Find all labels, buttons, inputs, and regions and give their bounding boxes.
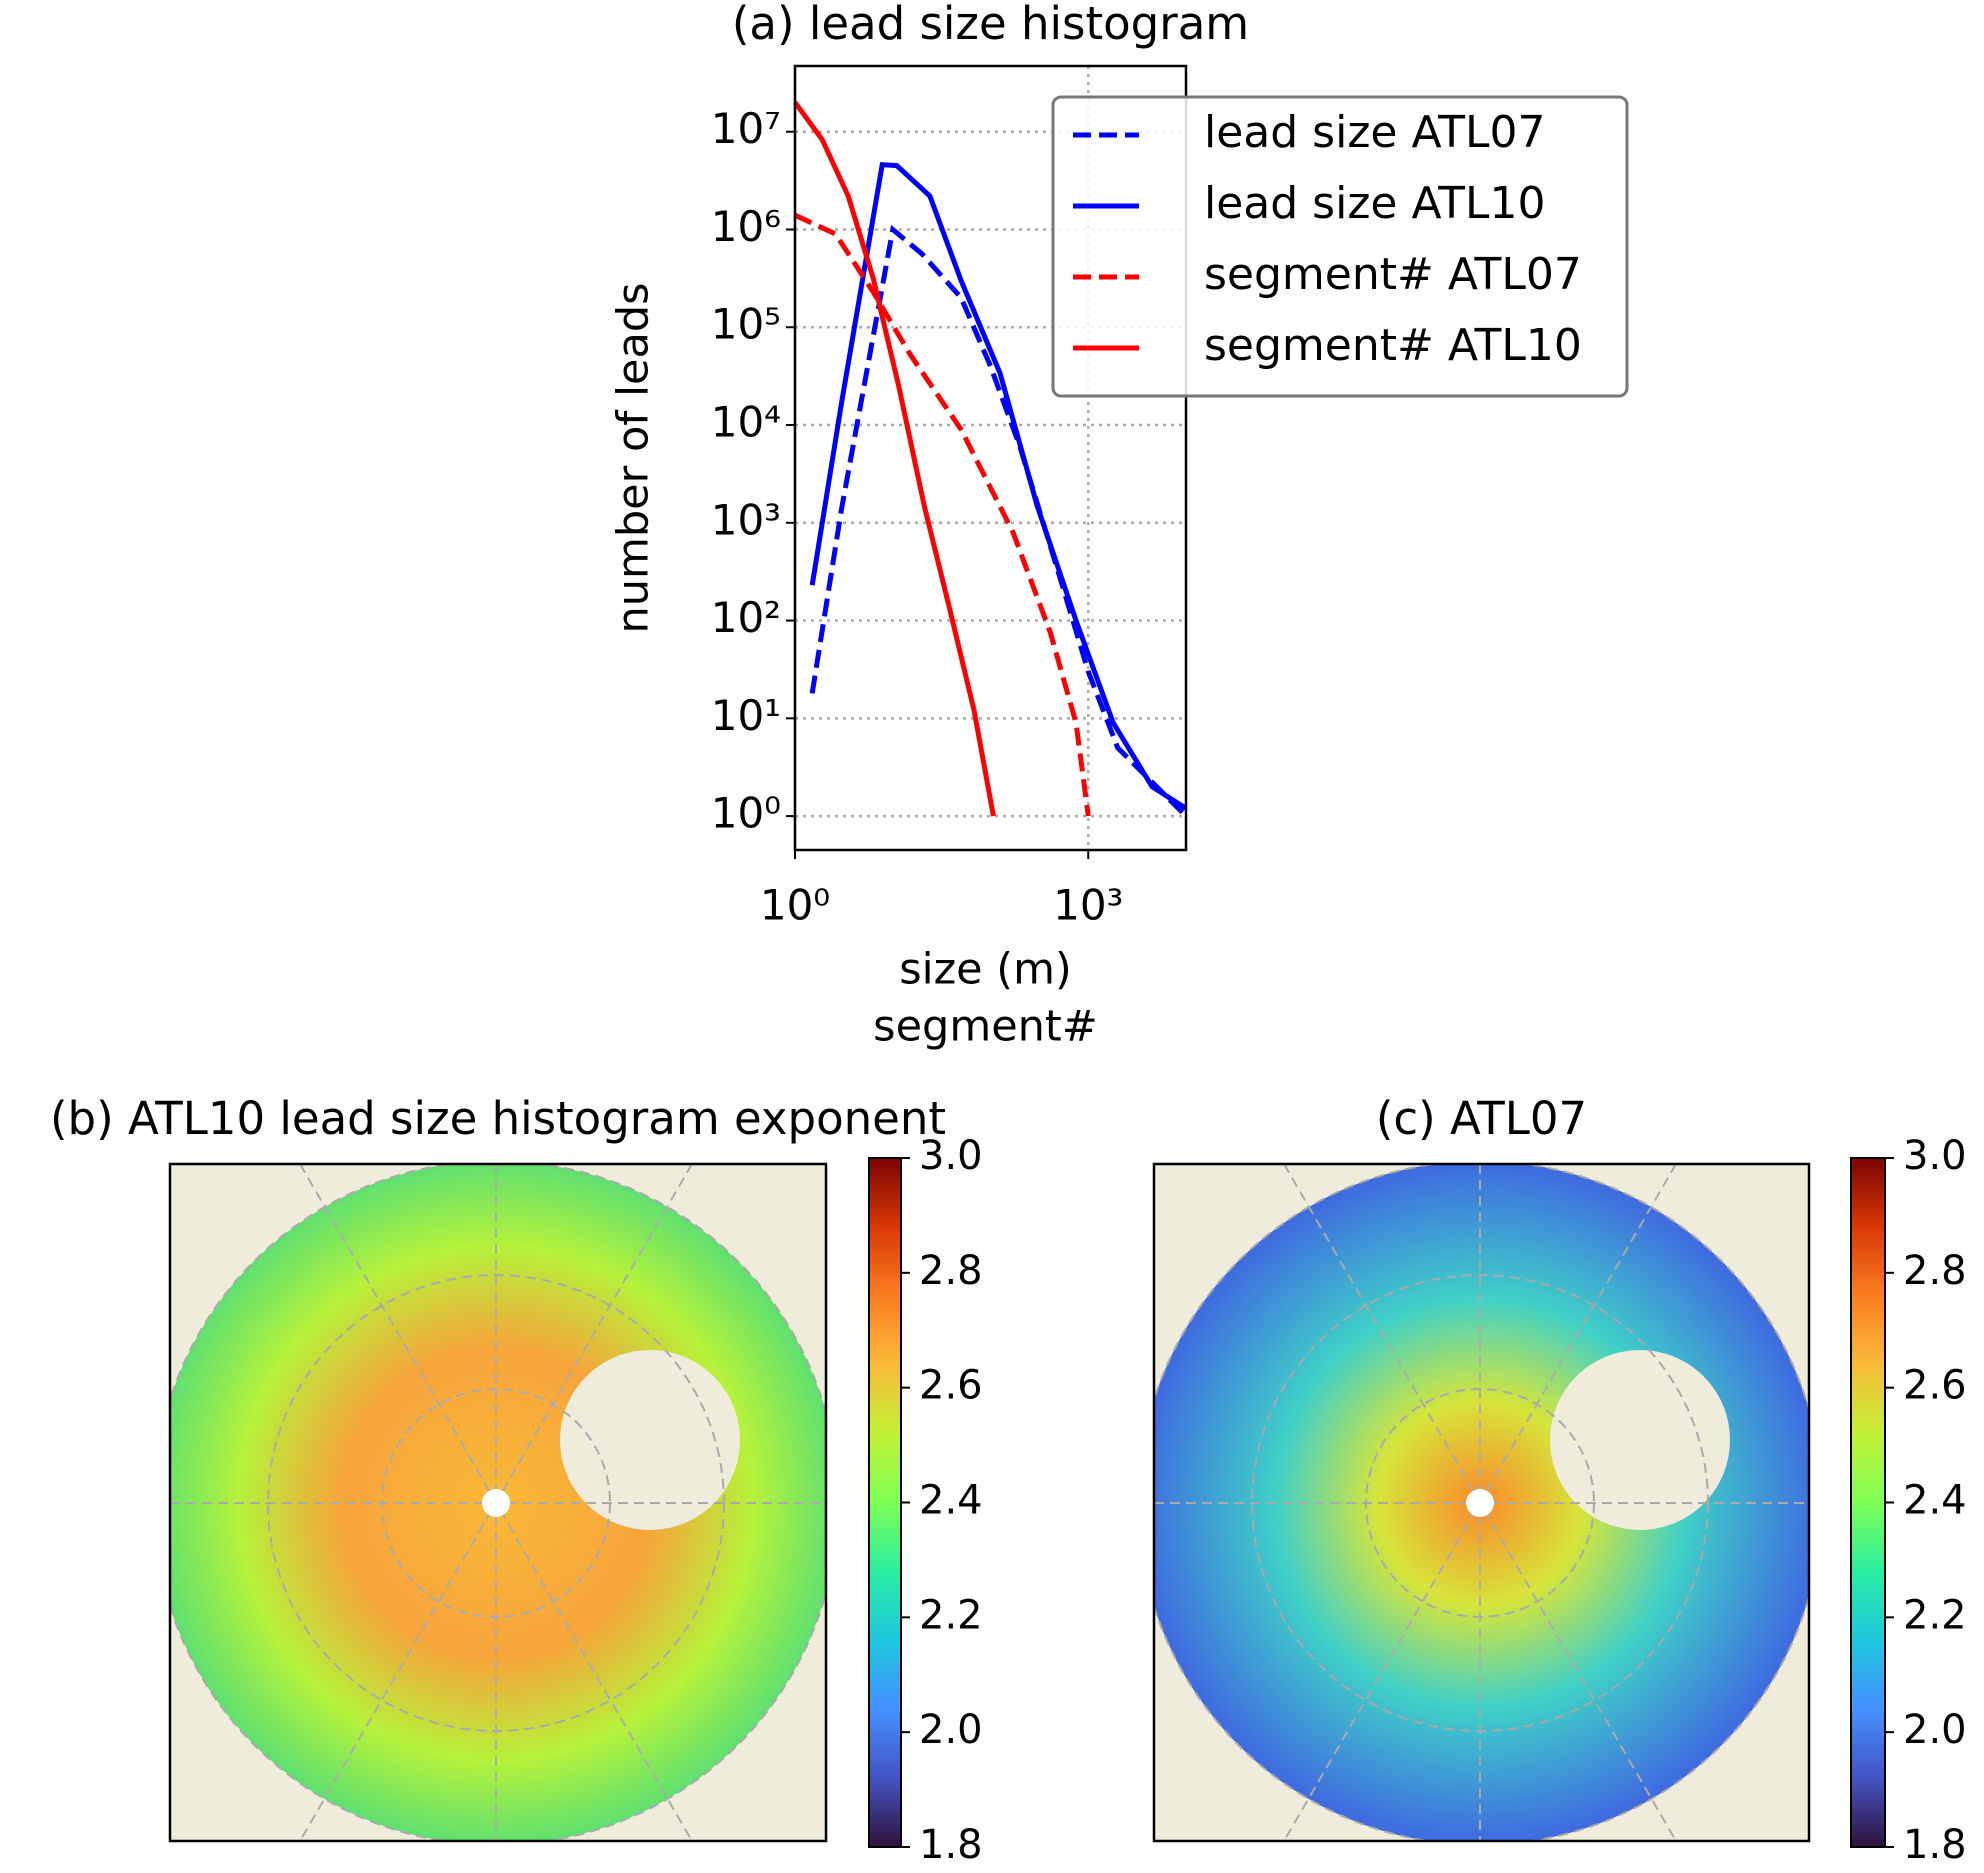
x-tick-label: 10³ xyxy=(1053,881,1123,930)
colorbar-tick-label: 2.2 xyxy=(1903,1592,1967,1638)
series-line xyxy=(809,224,1188,818)
y-tick-label: 10⁵ xyxy=(711,300,781,349)
y-tick-label: 10⁰ xyxy=(711,789,781,838)
chart-title: (c) ATL07 xyxy=(1376,1092,1587,1145)
x-tick-label: 10⁰ xyxy=(760,881,830,930)
colorbar xyxy=(1850,1157,1886,1848)
colorbar-tick-label: 2.6 xyxy=(1903,1363,1967,1409)
colorbar-tick-label: 2.8 xyxy=(919,1248,983,1294)
legend-label: lead size ATL07 xyxy=(1204,107,1546,158)
colorbar-tick-label: 3.0 xyxy=(1903,1133,1967,1179)
series-line xyxy=(792,100,996,817)
axes-frame xyxy=(793,64,1188,852)
map-b xyxy=(170,1164,826,1841)
y-tick-label: 10² xyxy=(711,593,781,642)
chart-title: (b) ATL10 lead size histogram exponent xyxy=(50,1092,946,1145)
colorbar-tick-label: 3.0 xyxy=(919,1133,983,1179)
series-line xyxy=(793,212,1091,817)
colorbar-tick-label: 1.8 xyxy=(1903,1822,1967,1868)
colorbar-tick-label: 2.6 xyxy=(919,1363,983,1409)
legend-label: segment# ATL10 xyxy=(1204,320,1582,371)
legend-box xyxy=(1051,95,1629,398)
colorbar-tick-label: 2.2 xyxy=(919,1592,983,1638)
y-axis-label: number of leads xyxy=(609,282,659,633)
legend-label: lead size ATL10 xyxy=(1204,178,1546,229)
x-axis-label: size (m) xyxy=(899,945,1071,995)
map-c xyxy=(1154,1164,1809,1841)
colorbar-tick-label: 2.0 xyxy=(919,1707,983,1753)
x-axis-label: segment# xyxy=(873,1002,1098,1052)
y-tick-label: 10¹ xyxy=(711,691,781,740)
y-tick-label: 10⁴ xyxy=(711,398,781,447)
colorbar-tick-label: 2.8 xyxy=(1903,1248,1967,1294)
chart-title: (a) lead size histogram xyxy=(732,0,1249,50)
colorbar-tick-label: 2.4 xyxy=(919,1478,983,1524)
y-tick-label: 10⁶ xyxy=(711,202,781,251)
colorbar-tick-label: 2.0 xyxy=(1903,1707,1967,1753)
colorbar-tick-label: 1.8 xyxy=(919,1822,983,1868)
y-tick-label: 10⁷ xyxy=(711,104,781,153)
colorbar-tick-label: 2.4 xyxy=(1903,1478,1967,1524)
legend-label: segment# ATL07 xyxy=(1204,249,1582,300)
map-frame xyxy=(1152,1162,1811,1843)
y-tick-label: 10³ xyxy=(711,495,781,544)
map-frame xyxy=(168,1162,828,1843)
series-line xyxy=(809,162,1188,811)
colorbar xyxy=(868,1157,902,1848)
